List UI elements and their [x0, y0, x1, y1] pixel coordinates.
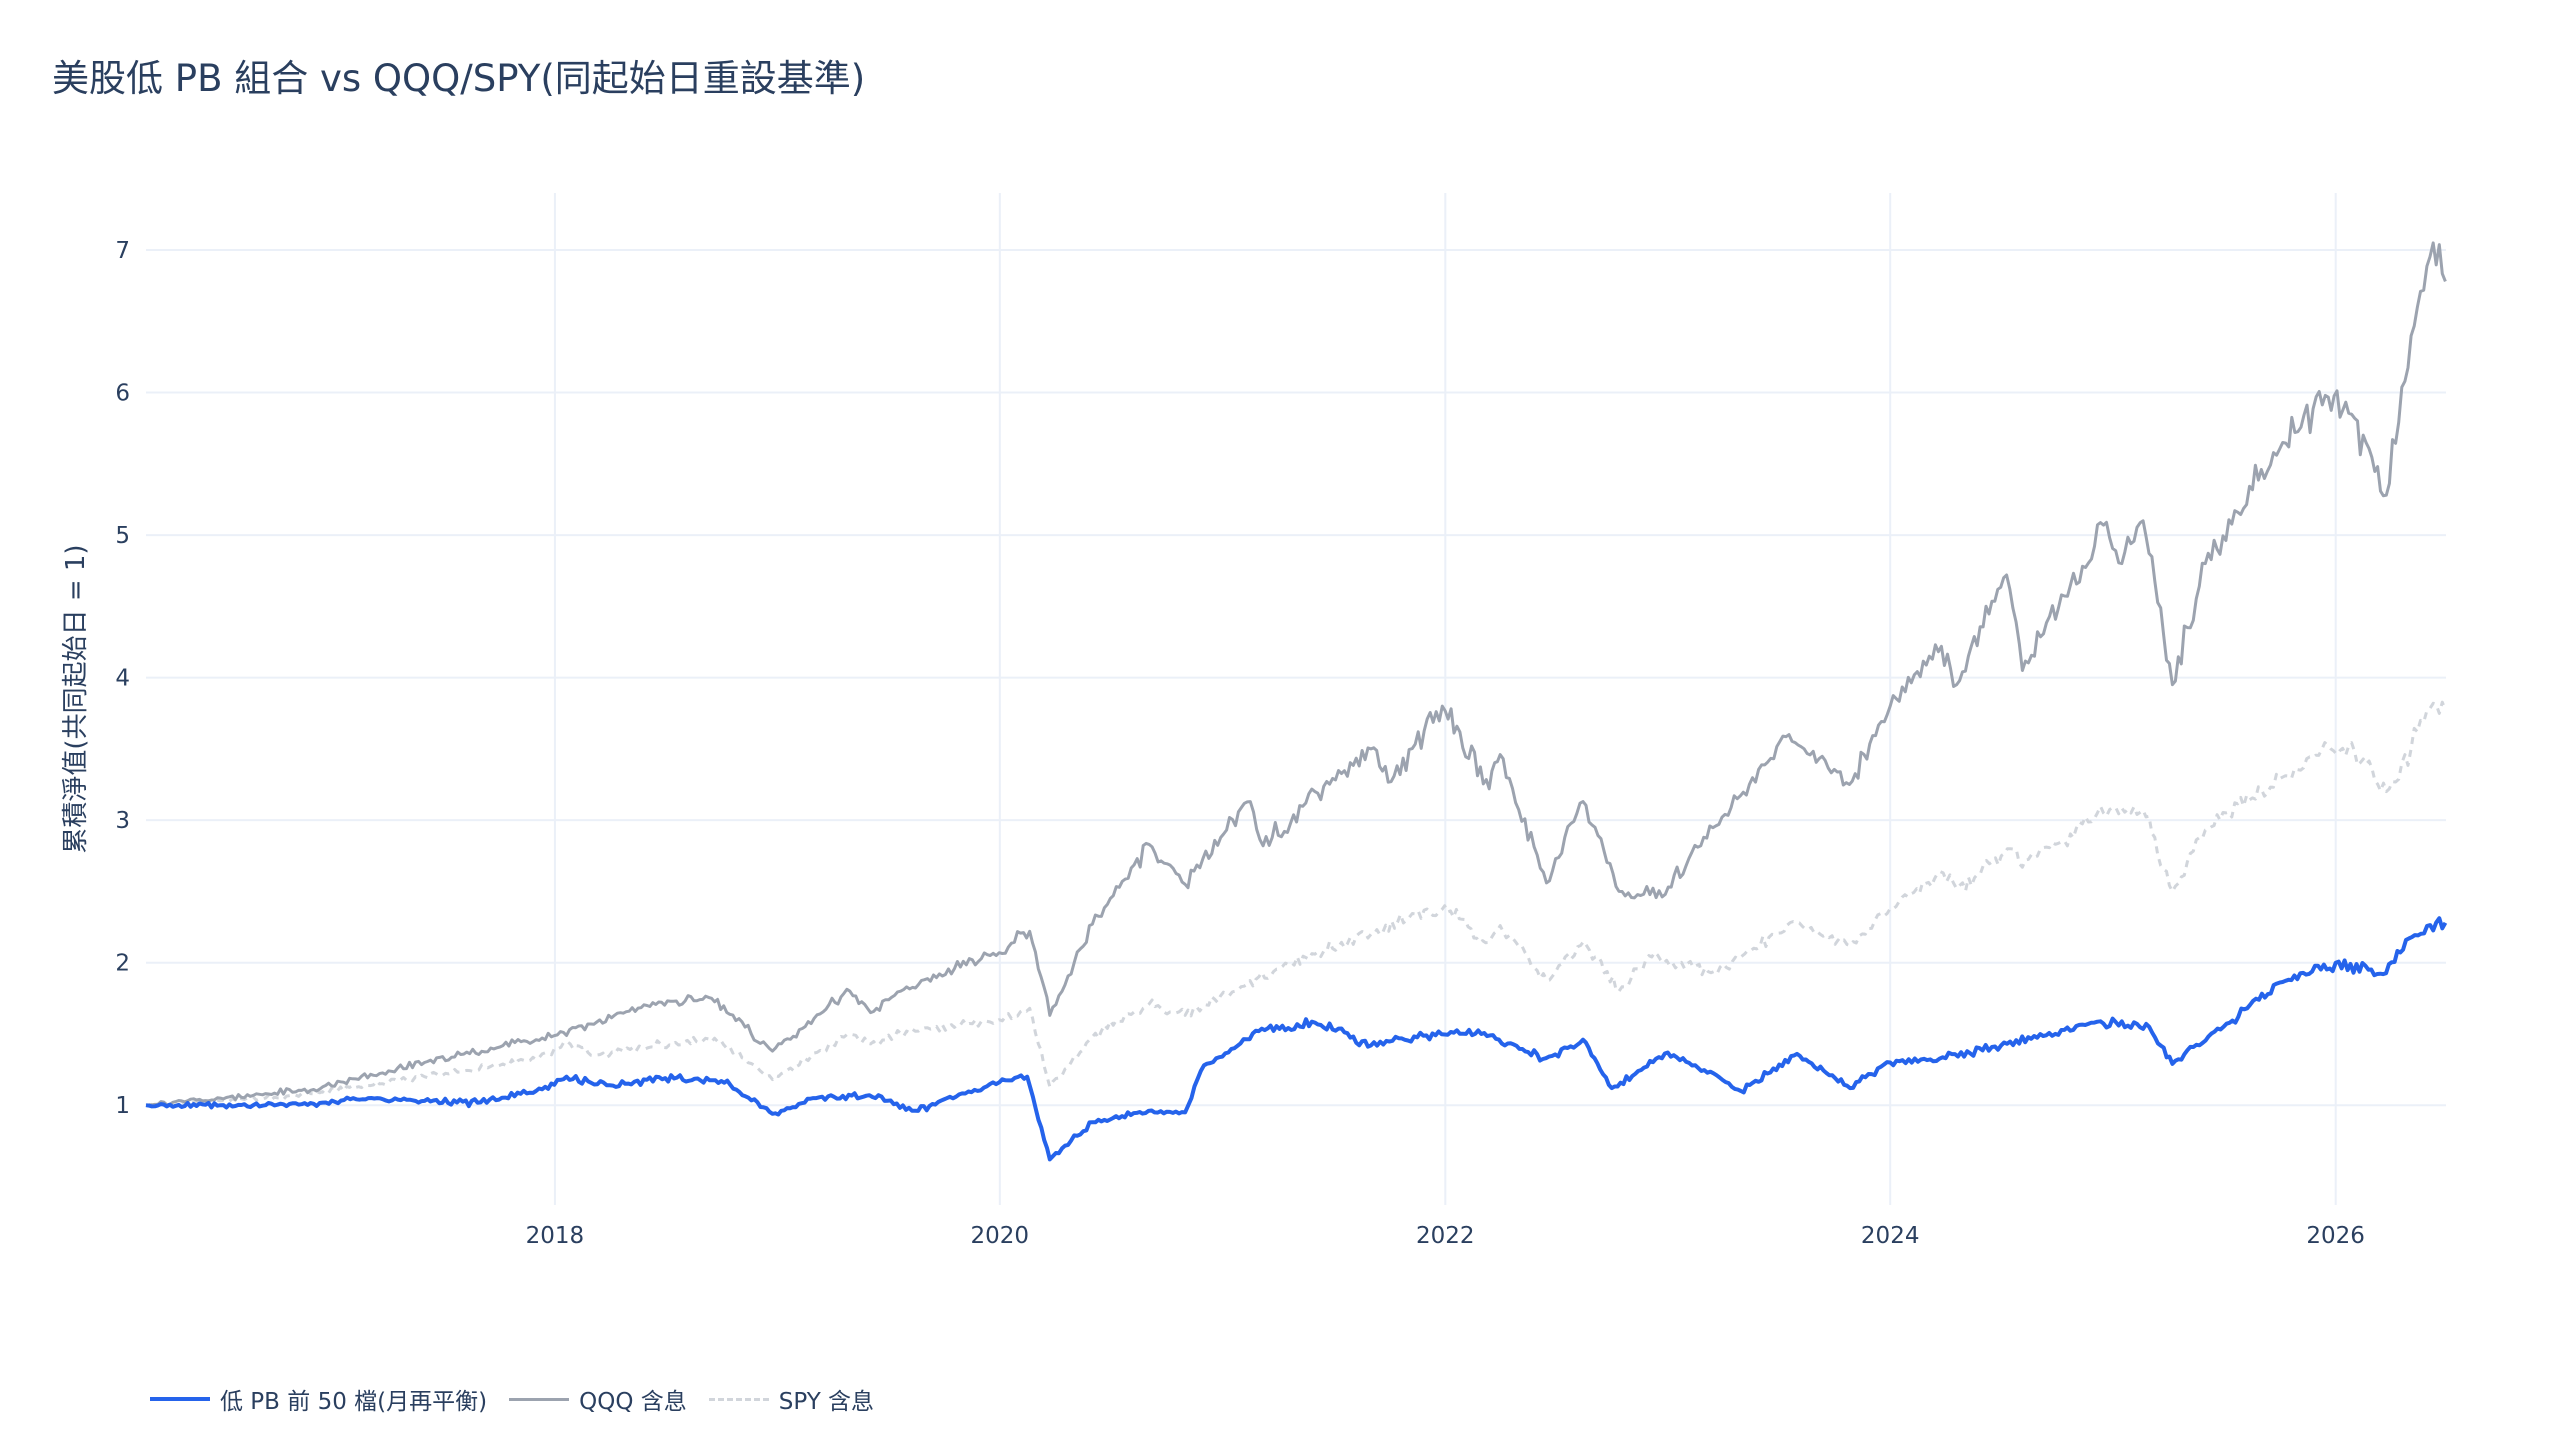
x-tick-label: 2022 [1416, 1223, 1475, 1249]
x-tick-label: 2018 [526, 1223, 585, 1249]
y-tick-label: 5 [115, 523, 130, 549]
series-line-spy [145, 700, 2447, 1108]
y-tick-label: 1 [115, 1093, 130, 1119]
chart-title: 美股低 PB 組合 vs QQQ/SPY(同起始日重設基準) [52, 57, 866, 100]
legend: 低 PB 前 50 檔(月再平衡) QQQ 含息 SPY 含息 [150, 1382, 896, 1416]
legend-item-spy[interactable]: SPY 含息 [708, 1382, 875, 1416]
y-tick-label: 6 [115, 381, 130, 407]
x-tick-label: 2026 [2306, 1223, 2365, 1249]
legend-label-spy: SPY 含息 [778, 1389, 875, 1415]
legend-swatch-qqq [509, 1397, 570, 1401]
x-tick-label: 2024 [1861, 1223, 1920, 1249]
x-tick-label: 2020 [971, 1223, 1030, 1249]
legend-swatch-low-pb [150, 1397, 210, 1401]
legend-item-low-pb[interactable]: 低 PB 前 50 檔(月再平衡) [150, 1382, 487, 1416]
y-tick-label: 2 [115, 951, 130, 977]
y-tick-label: 7 [115, 238, 130, 264]
legend-swatch-spy [708, 1397, 769, 1401]
y-tick-label: 3 [115, 808, 130, 834]
series-line-low-pb [145, 916, 2448, 1162]
series-line-qqq [145, 241, 2447, 1107]
legend-label-qqq: QQQ 含息 [579, 1389, 687, 1415]
legend-label-low-pb: 低 PB 前 50 檔(月再平衡) [220, 1389, 488, 1415]
y-axis-title: 累積淨值(共同起始日 = 1) [61, 544, 91, 853]
legend-item-qqq[interactable]: QQQ 含息 [509, 1382, 687, 1416]
y-tick-label: 4 [115, 666, 130, 692]
